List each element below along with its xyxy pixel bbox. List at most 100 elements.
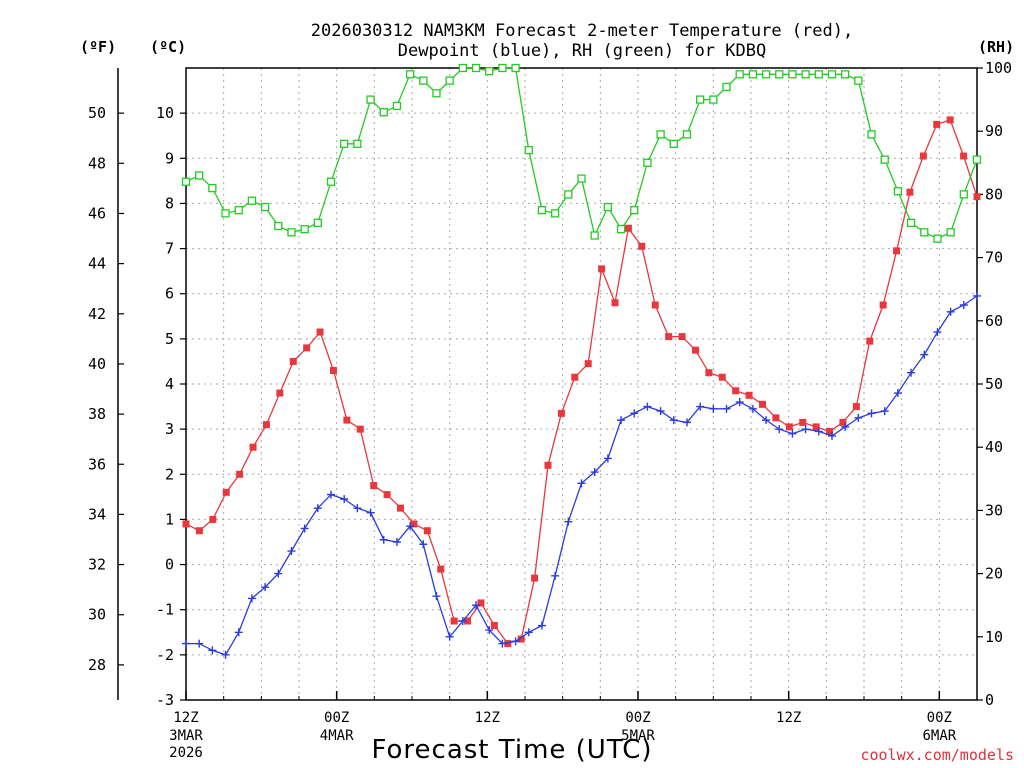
data-point xyxy=(221,209,230,218)
data-point xyxy=(300,524,309,533)
data-point xyxy=(959,301,968,309)
data-point xyxy=(221,650,230,659)
data-point xyxy=(274,569,283,578)
data-point xyxy=(617,416,626,425)
data-point xyxy=(571,373,579,381)
fahrenheit-unit-label: (ºF) xyxy=(80,38,116,56)
data-point xyxy=(524,628,533,637)
x-tick-date-label: 5MAR xyxy=(621,728,655,744)
fahrenheit-tick-label: 32 xyxy=(88,556,106,574)
data-point xyxy=(669,139,678,148)
data-point xyxy=(866,337,874,345)
data-point xyxy=(234,206,243,215)
data-point xyxy=(247,594,256,603)
celsius-tick-label: 4 xyxy=(165,375,174,393)
data-point xyxy=(590,468,599,477)
chart-title-line-1: 2026030312 NAM3KM Forecast 2-meter Tempe… xyxy=(311,21,853,41)
data-point xyxy=(498,639,507,648)
data-point xyxy=(946,228,955,237)
rh-tick-label: 70 xyxy=(985,249,1003,267)
data-point xyxy=(383,491,391,499)
data-point xyxy=(732,387,740,395)
data-point xyxy=(772,414,780,422)
data-point xyxy=(366,508,375,517)
data-point xyxy=(234,628,243,637)
data-point xyxy=(287,228,296,237)
data-point xyxy=(544,461,552,469)
data-point xyxy=(973,193,981,201)
data-point xyxy=(504,640,512,648)
data-point xyxy=(208,646,217,655)
fahrenheit-tick-label: 50 xyxy=(88,104,106,122)
data-point xyxy=(814,70,823,79)
data-point xyxy=(182,520,190,528)
data-point xyxy=(705,369,713,377)
data-point xyxy=(814,427,823,436)
data-point xyxy=(603,454,612,463)
data-point xyxy=(564,517,573,526)
x-axis-title: Forecast Time (UTC) xyxy=(371,735,652,765)
data-point xyxy=(880,407,889,416)
data-point xyxy=(906,188,914,196)
data-point xyxy=(946,307,955,316)
x-tick-label: 00Z xyxy=(625,710,650,726)
data-point xyxy=(262,421,270,429)
fahrenheit-tick-label: 48 xyxy=(88,154,106,172)
data-point xyxy=(718,373,726,381)
fahrenheit-tick-label: 34 xyxy=(88,505,106,523)
fahrenheit-tick-label: 46 xyxy=(88,204,106,222)
data-point xyxy=(370,482,378,490)
data-point xyxy=(638,242,646,250)
data-point xyxy=(761,70,771,79)
celsius-tick-label: 1 xyxy=(165,510,174,528)
data-point xyxy=(209,515,217,523)
data-point xyxy=(906,218,916,227)
data-point xyxy=(854,413,863,422)
data-point xyxy=(801,70,810,79)
celsius-tick-label: 7 xyxy=(165,240,174,258)
data-point xyxy=(933,120,941,128)
data-point xyxy=(260,202,270,212)
fahrenheit-tick-label: 40 xyxy=(88,355,106,373)
celsius-tick-label: -2 xyxy=(156,646,174,664)
data-point xyxy=(852,403,860,411)
data-point xyxy=(577,174,586,183)
data-point xyxy=(303,344,311,352)
data-point xyxy=(867,130,876,139)
data-point xyxy=(195,527,203,535)
data-point xyxy=(551,571,560,580)
data-point xyxy=(182,639,190,648)
data-point xyxy=(879,301,887,309)
rh-tick-label: 0 xyxy=(985,691,994,709)
data-point xyxy=(616,225,626,234)
data-point xyxy=(195,639,204,648)
celsius-tick-label: 0 xyxy=(165,556,174,574)
data-point xyxy=(564,190,573,199)
data-point xyxy=(630,206,639,215)
data-point xyxy=(517,635,525,643)
rh-tick-label: 30 xyxy=(985,501,1003,519)
data-point xyxy=(827,70,837,79)
data-point xyxy=(682,418,691,427)
data-point xyxy=(327,490,336,499)
data-point xyxy=(511,637,520,646)
data-point xyxy=(406,522,415,531)
data-point xyxy=(397,504,405,512)
data-point xyxy=(682,130,692,139)
fahrenheit-tick-label: 28 xyxy=(88,656,106,674)
series-layer xyxy=(181,63,982,659)
data-point xyxy=(696,402,705,411)
data-point xyxy=(656,130,665,139)
data-point xyxy=(785,423,793,431)
data-point xyxy=(249,443,257,451)
data-point xyxy=(316,328,324,336)
data-point xyxy=(907,368,916,377)
x-tick-label: 00Z xyxy=(927,710,952,726)
data-point xyxy=(643,402,652,411)
data-point xyxy=(471,63,481,73)
rh-tick-label: 100 xyxy=(985,59,1012,77)
data-point xyxy=(379,535,388,544)
data-point xyxy=(598,265,606,273)
series-dewpoint xyxy=(182,291,981,659)
